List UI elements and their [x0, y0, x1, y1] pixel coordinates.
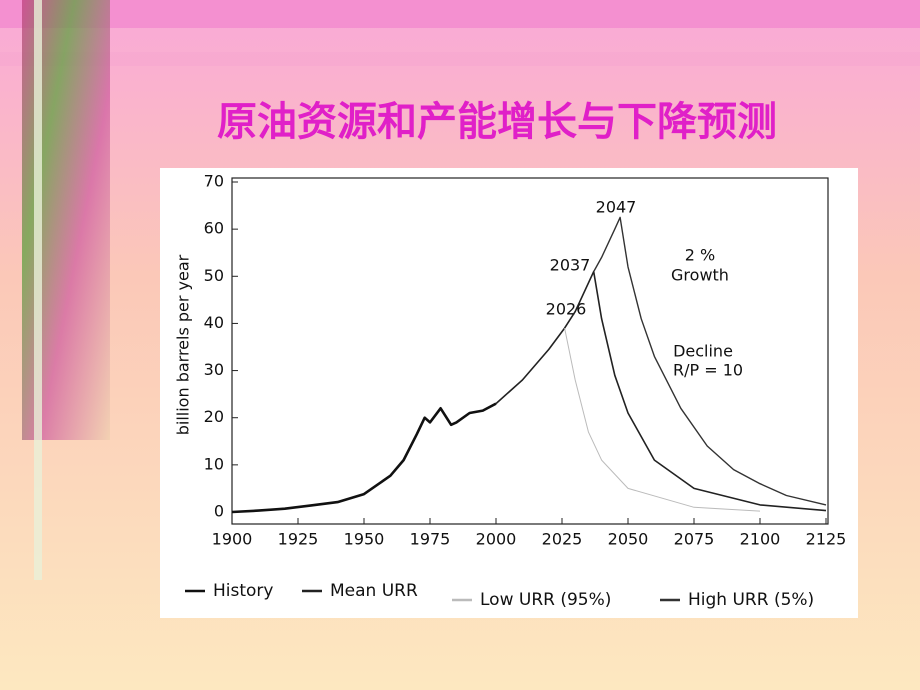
decor-bar	[34, 0, 42, 580]
legend-label: Mean URR	[330, 581, 418, 601]
x-tick-label: 2025	[542, 530, 583, 549]
x-tick-label: 2125	[806, 530, 847, 549]
annotation: Decline	[673, 342, 733, 361]
legend-label: History	[213, 581, 273, 601]
x-tick-label: 1975	[410, 530, 451, 549]
annotation: 2026	[546, 300, 587, 319]
y-tick-label: 0	[214, 502, 224, 521]
top-stripe	[0, 52, 920, 66]
annotation: 2037	[550, 256, 591, 275]
y-tick-label: 20	[204, 407, 224, 426]
series-line	[593, 216, 827, 506]
x-tick-label: 2050	[608, 530, 649, 549]
y-tick-label: 10	[204, 454, 224, 473]
x-tick-label: 2075	[674, 530, 715, 549]
x-tick-label: 2100	[740, 530, 781, 549]
x-tick-label: 1950	[344, 530, 385, 549]
slide-title: 原油资源和产能增长与下降预测	[217, 99, 777, 145]
x-tick-label: 2000	[476, 530, 517, 549]
series-line	[564, 327, 761, 512]
series-line	[495, 270, 827, 512]
y-tick-label: 70	[204, 172, 224, 191]
y-tick-label: 50	[204, 266, 224, 285]
series-line	[231, 402, 497, 514]
x-tick-label: 1925	[278, 530, 319, 549]
legend-label: High URR (5%)	[688, 590, 814, 610]
y-tick-label: 30	[204, 360, 224, 379]
y-tick-label: 40	[204, 313, 224, 332]
annotation: 2047	[596, 198, 637, 217]
x-tick-label: 1900	[212, 530, 253, 549]
y-axis-label: billion barrels per year	[174, 254, 193, 435]
legend-label: Low URR (95%)	[480, 590, 611, 610]
annotation: 2 %	[685, 246, 715, 265]
annotation: R/P = 10	[673, 361, 743, 380]
y-tick-label: 60	[204, 219, 224, 238]
annotation: Growth	[671, 266, 729, 285]
plot-frame	[231, 177, 829, 525]
top-band	[0, 0, 920, 28]
